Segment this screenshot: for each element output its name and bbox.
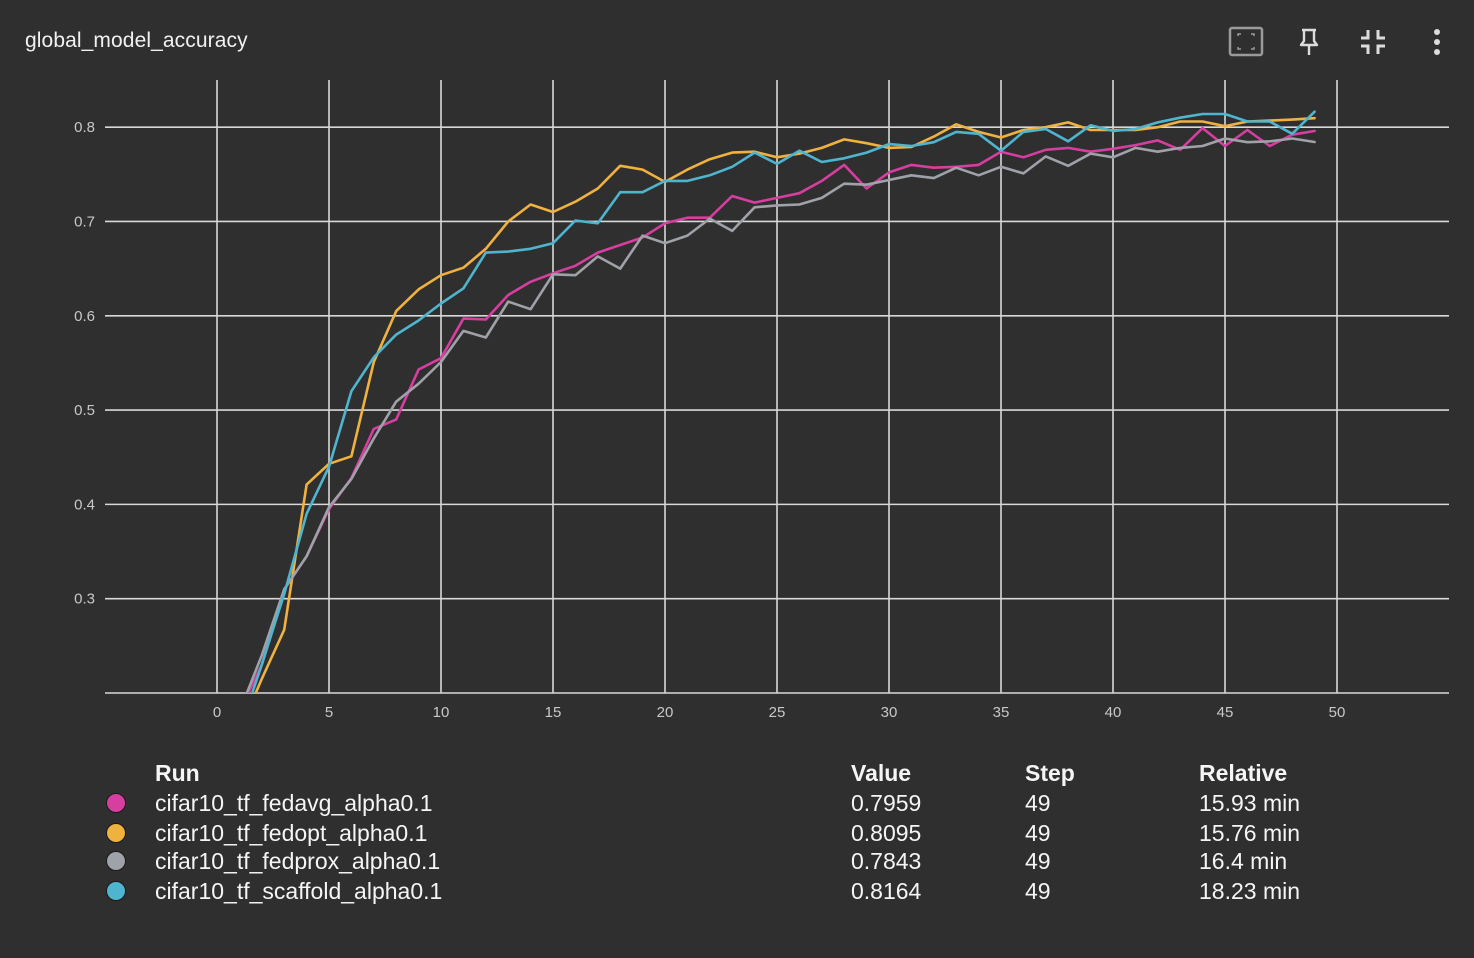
y-tick-label: 0.4 (74, 496, 95, 513)
legend-row[interactable]: cifar10_tf_fedavg_alpha0.1 0.7959 49 15.… (0, 786, 1474, 816)
pin-button[interactable] (1289, 26, 1329, 58)
series-line (245, 137, 1316, 693)
run-name: cifar10_tf_fedopt_alpha0.1 (155, 820, 428, 846)
legend-header: Run Value Step Relative (0, 756, 1474, 786)
run-value: 0.8095 (851, 820, 922, 846)
collapse-button[interactable] (1353, 26, 1393, 58)
x-tick-label: 45 (1217, 704, 1234, 721)
run-relative: 15.93 min (1199, 790, 1301, 816)
run-step: 49 (1025, 790, 1051, 816)
run-value: 0.8164 (851, 878, 922, 904)
run-color-swatch (106, 823, 126, 843)
x-tick-label: 15 (545, 704, 562, 721)
x-tick-label: 25 (769, 704, 786, 721)
x-tick-label: 5 (325, 704, 333, 721)
y-tick-label: 0.7 (74, 213, 95, 230)
header-value[interactable]: Value (851, 760, 912, 786)
more-options-button[interactable] (1417, 26, 1457, 58)
run-step: 49 (1025, 878, 1051, 904)
collapse-icon (1361, 30, 1385, 54)
header-step[interactable]: Step (1025, 760, 1075, 786)
y-tick-label: 0.3 (74, 591, 95, 608)
x-tick-label: 0 (213, 704, 221, 721)
series-line (254, 116, 1316, 693)
header-relative[interactable]: Relative (1199, 760, 1288, 786)
legend-row[interactable]: cifar10_tf_fedprox_alpha0.1 0.7843 49 16… (0, 844, 1474, 874)
run-color-swatch (106, 881, 126, 901)
x-tick-label: 10 (433, 704, 450, 721)
run-step: 49 (1025, 820, 1051, 846)
x-tick-label: 40 (1105, 704, 1122, 721)
run-color-swatch (106, 793, 126, 813)
legend-row[interactable]: cifar10_tf_scaffold_alpha0.1 0.8164 49 1… (0, 874, 1474, 904)
run-relative: 18.23 min (1199, 878, 1301, 904)
run-color-swatch (106, 851, 126, 871)
y-tick-label: 0.6 (74, 308, 95, 325)
legend-row[interactable]: cifar10_tf_fedopt_alpha0.1 0.8095 49 15.… (0, 816, 1474, 846)
run-value: 0.7959 (851, 790, 922, 816)
y-tick-label: 0.5 (74, 402, 95, 419)
more-vert-icon (1434, 29, 1440, 55)
line-chart[interactable]: 0 5 10 15 20 25 30 35 40 45 50 0.3 0.4 0.5 0.6 0.7 0.8 (0, 0, 1474, 740)
header-run[interactable]: Run (155, 760, 200, 786)
run-value: 0.7843 (851, 848, 922, 874)
chart-title: global_model_accuracy (25, 29, 248, 52)
x-tick-label: 30 (881, 704, 898, 721)
fit-to-data-icon (1228, 26, 1264, 57)
run-name: cifar10_tf_fedavg_alpha0.1 (155, 790, 433, 816)
run-name: cifar10_tf_scaffold_alpha0.1 (155, 878, 443, 904)
y-tick-label: 0.8 (74, 119, 95, 136)
run-step: 49 (1025, 848, 1051, 874)
x-tick-label: 35 (993, 704, 1010, 721)
x-tick-label: 50 (1329, 704, 1346, 721)
x-tick-label: 20 (657, 704, 674, 721)
pin-icon (1299, 28, 1319, 55)
run-relative: 15.76 min (1199, 820, 1301, 846)
series-line (250, 110, 1316, 693)
series-line (246, 126, 1316, 693)
run-name: cifar10_tf_fedprox_alpha0.1 (155, 848, 441, 874)
run-relative: 16.4 min (1199, 848, 1288, 874)
fit-to-data-button[interactable] (1226, 26, 1266, 58)
